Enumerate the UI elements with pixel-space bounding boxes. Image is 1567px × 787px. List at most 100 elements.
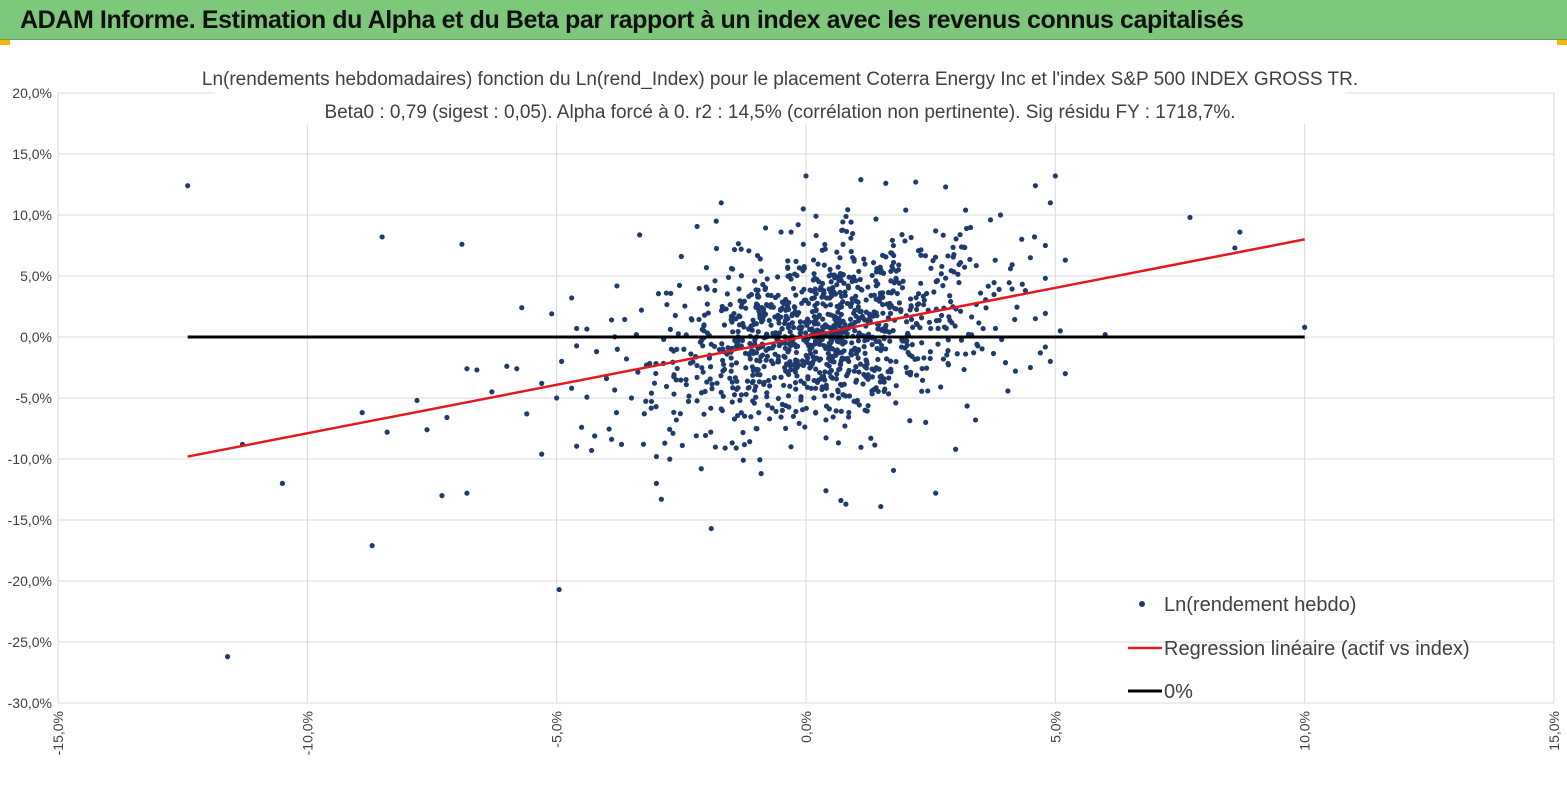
scatter-point [898,344,905,350]
scatter-point [584,326,590,332]
scatter-point [753,383,759,390]
scatter-point [728,355,734,361]
scatter-point [791,324,797,331]
scatter-point [679,442,685,449]
scatter-point [556,586,562,593]
scatter-point [767,416,773,422]
title-bar: ADAM Informe. Estimation du Alpha et du … [0,0,1567,40]
scatter-point [823,417,829,423]
scatter-point [921,355,927,361]
scatter-point [728,368,734,374]
scatter-point [945,362,952,368]
scatter-point [785,349,791,355]
scatter-point [770,304,776,310]
scatter-point [837,289,843,295]
scatter-point [729,362,735,368]
scatter-point [708,341,714,347]
scatter-point [852,345,858,351]
scatter-point [992,325,999,332]
scatter-point [753,425,759,432]
scatter-point [730,385,736,391]
x-tick-label: -15,0% [50,711,66,755]
scatter-point [539,380,545,386]
scatter-point [821,290,827,296]
scatter-point [704,379,710,385]
scatter-point [876,298,882,304]
scatter-point [1009,262,1015,268]
scatter-point [612,387,618,393]
scatter-point [785,258,791,264]
scatter-point [729,319,735,325]
scatter-point [926,319,933,325]
scatter-point [721,322,728,328]
scatter-chart: -15,0% -10,0% -5,0% 0,0% 5,0% 10,0% 15,0% 20,0%… [8,62,1562,755]
y-tick-label: 15,0% [12,146,52,162]
scatter-point [786,371,792,378]
scatter-point [720,361,727,368]
scatter-point [776,330,783,336]
scatter-point [559,358,565,364]
scatter-point [957,308,964,314]
scatter-point [887,358,894,364]
scatter-point [722,445,728,451]
scatter-point [927,355,933,362]
scatter-point [845,414,852,420]
scatter-point [579,424,585,430]
scatter-point [813,291,819,297]
scatter-point [843,393,849,399]
scatter-point [816,357,822,363]
scatter-point [971,350,977,356]
scatter-point [820,316,826,322]
scatter-point [768,322,774,328]
scatter-point [880,310,886,316]
scatter-point [224,654,231,660]
scatter-point [845,207,851,213]
scatter-point [838,302,844,308]
scatter-point [893,277,899,283]
scatter-point [943,184,949,190]
scatter-point [725,345,731,351]
scatter-point [807,326,813,333]
scatter-point [827,353,833,359]
axes: -15,0% -10,0% -5,0% 0,0% 5,0% 10,0% 15,0% 20,0%… [8,85,1562,755]
scatter-point [956,279,962,286]
scatter-point [801,263,807,270]
scatter-point [967,224,974,231]
scatter-point [913,372,920,378]
scatter-point [569,295,575,301]
scatter-point [898,308,904,314]
scatter-point [955,271,961,277]
page-title: ADAM Informe. Estimation du Alpha et du … [20,6,1244,34]
scatter-point [414,397,420,404]
scatter-point [919,388,925,394]
scatter-point [681,346,687,352]
scatter-point [803,405,809,411]
scatter-point [752,278,758,284]
scatter-point [489,389,495,395]
scatter-point [985,283,991,289]
scatter-point [856,402,862,408]
scatter-point [753,321,759,327]
scatter-point [712,287,718,293]
scatter-point [861,256,867,262]
scatter-point [913,295,919,301]
scatter-point [750,398,756,404]
scatter-point [833,352,839,358]
scatter-point [844,330,850,337]
scatter-point [877,379,883,385]
scatter-point [908,316,915,323]
scatter-point [873,216,879,222]
scatter-point [829,392,835,398]
scatter-point [643,398,649,404]
scatter-point [662,440,668,446]
scatter-point [811,395,817,401]
scatter-point [736,313,742,319]
scatter-point [973,263,979,269]
scatter-point [379,234,385,240]
scatter-point [987,217,994,223]
scatter-point [885,289,892,296]
scatter-point [896,262,902,268]
scatter-point [909,353,915,359]
scatter-point [838,408,844,414]
scatter-point [671,374,677,380]
